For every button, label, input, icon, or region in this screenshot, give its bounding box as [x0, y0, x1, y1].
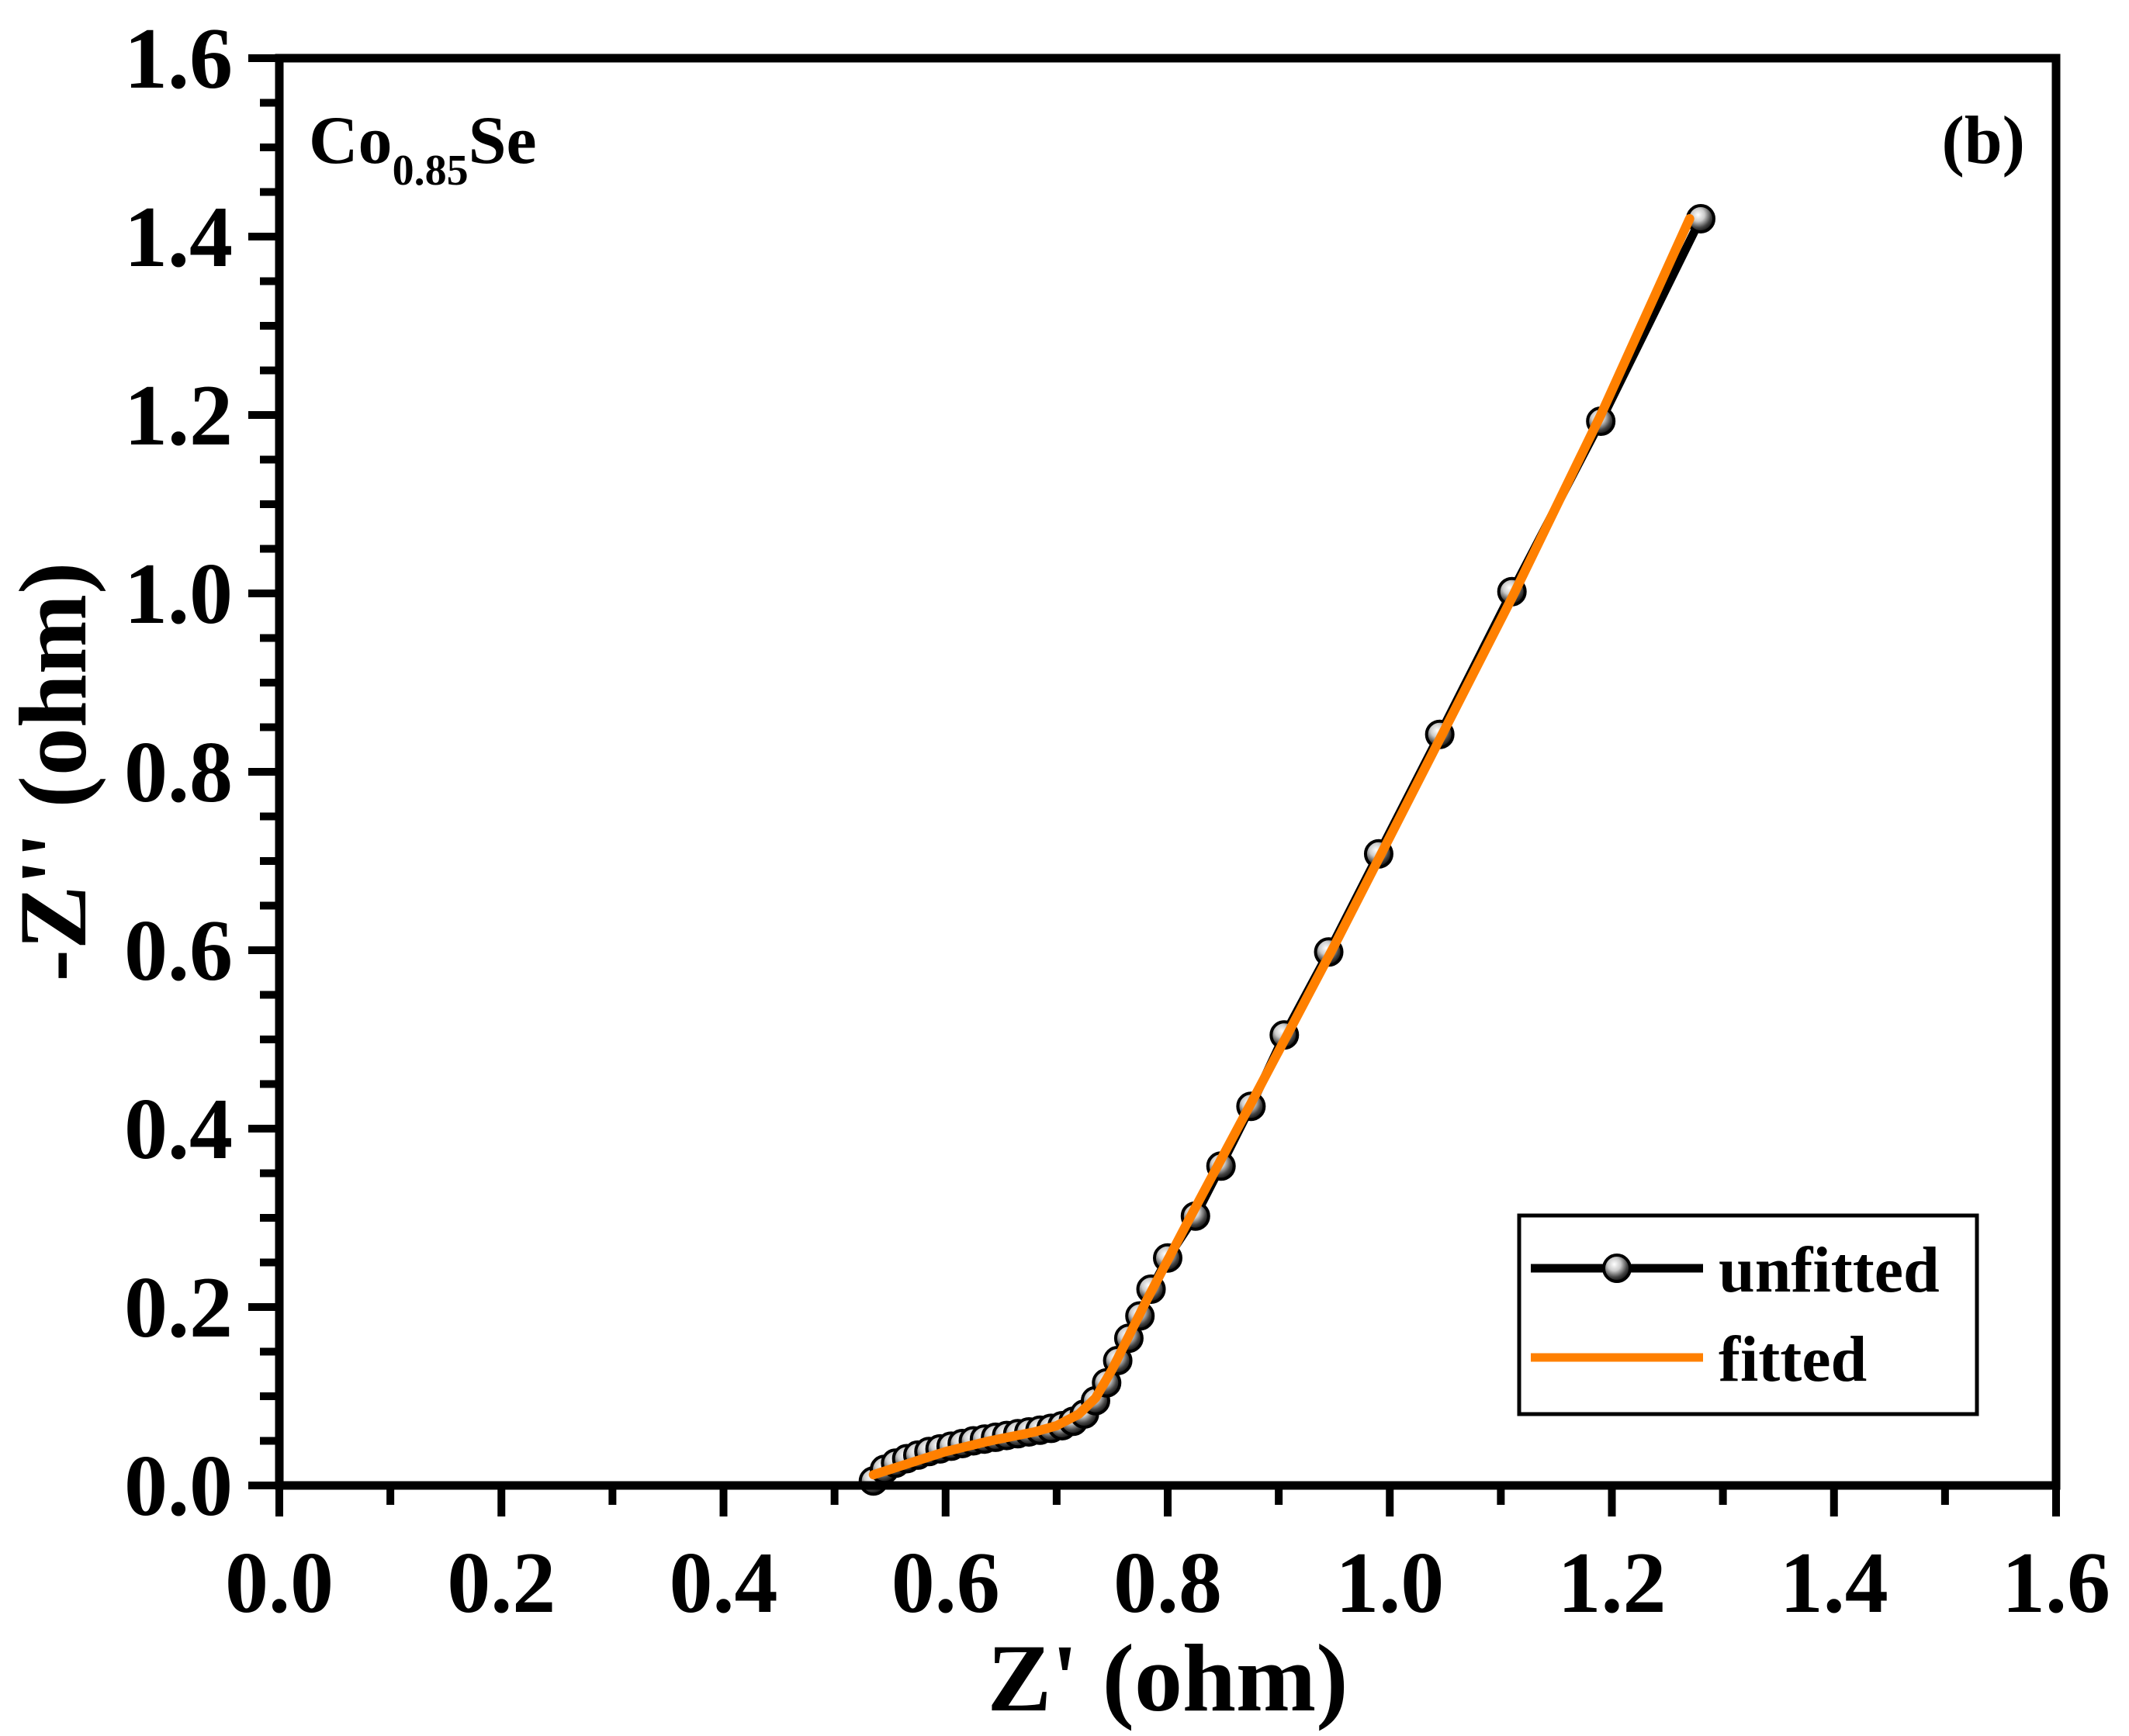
sample-label: Co0.85Se: [309, 103, 537, 195]
legend-marker-unfitted: [1602, 1254, 1632, 1283]
y-tick-label: 1.0: [124, 546, 233, 642]
series-line-fitted: [868, 214, 1695, 1480]
legend: unfitted fitted: [1517, 1213, 1979, 1416]
plot-frame: [275, 54, 2061, 1490]
x-tick-label: 1.0: [1335, 1535, 1444, 1631]
y-axis-title: -Z'' (ohm): [0, 562, 106, 982]
x-axis-title: Z' (ohm): [988, 1625, 1348, 1731]
sample-label-subscript: 0.85: [393, 147, 469, 195]
x-tick-label: 0.0: [225, 1535, 334, 1631]
x-tick-label: 0.2: [447, 1535, 556, 1631]
y-tick-label: 1.6: [124, 11, 233, 107]
y-tick-label: 0.8: [124, 724, 233, 821]
legend-box: [1517, 1213, 1979, 1416]
x-tick-label: 0.4: [670, 1535, 778, 1631]
y-tick-label: 1.4: [124, 189, 233, 285]
sample-label-suffix: Se: [469, 103, 537, 178]
sample-label-base: Co: [309, 103, 393, 178]
x-tick-label: 1.2: [1558, 1535, 1667, 1631]
y-tick-label: 0.0: [124, 1438, 233, 1534]
x-tick-label: 0.6: [891, 1535, 1000, 1631]
x-tick-label: 0.8: [1113, 1535, 1222, 1631]
y-tick-label: 0.6: [124, 903, 233, 999]
y-tick-label: 1.2: [124, 368, 233, 464]
x-tick-label: 1.6: [2002, 1535, 2110, 1631]
tick-labels: 0.0 0.2 0.4 0.6 0.8 1.0 1.2 1.4 1.6 0.0 0.2 0.4 0.6 0…: [124, 11, 2110, 1631]
y-tick-label: 0.4: [124, 1081, 233, 1178]
x-tick-label: 1.4: [1780, 1535, 1888, 1631]
data-series: [858, 204, 1715, 1496]
legend-label-unfitted: unfitted: [1719, 1234, 1940, 1306]
legend-label-fitted: fitted: [1719, 1323, 1867, 1395]
y-tick-label: 0.2: [124, 1260, 233, 1356]
panel-label: (b): [1941, 103, 2025, 178]
